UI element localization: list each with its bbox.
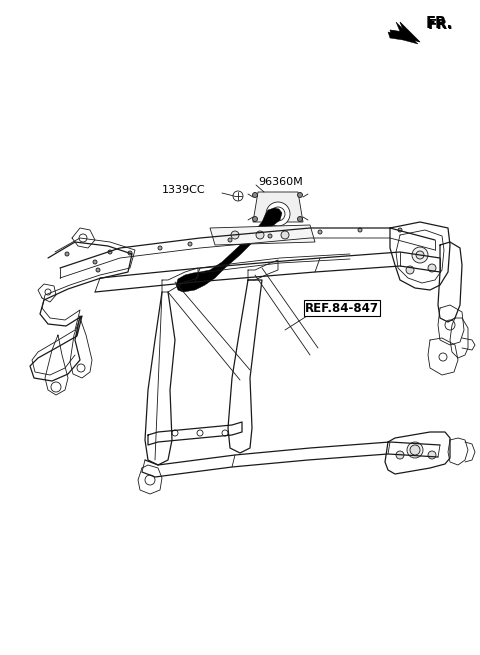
Circle shape bbox=[410, 445, 420, 455]
Circle shape bbox=[79, 234, 87, 242]
Circle shape bbox=[256, 231, 264, 239]
Circle shape bbox=[407, 442, 423, 458]
Text: FR.: FR. bbox=[428, 18, 454, 32]
Circle shape bbox=[96, 268, 100, 272]
Circle shape bbox=[108, 250, 112, 254]
Circle shape bbox=[252, 193, 257, 198]
Circle shape bbox=[77, 364, 85, 372]
Circle shape bbox=[197, 430, 203, 436]
Text: FR.: FR. bbox=[426, 16, 453, 31]
Circle shape bbox=[318, 230, 322, 234]
Circle shape bbox=[398, 228, 402, 232]
Circle shape bbox=[412, 247, 428, 263]
Circle shape bbox=[231, 231, 239, 239]
Circle shape bbox=[298, 217, 302, 221]
Polygon shape bbox=[253, 192, 303, 222]
Circle shape bbox=[228, 238, 232, 242]
Text: REF.84-847: REF.84-847 bbox=[305, 301, 379, 314]
Circle shape bbox=[406, 266, 414, 274]
Text: 96360M: 96360M bbox=[258, 177, 303, 187]
Circle shape bbox=[445, 320, 455, 330]
Circle shape bbox=[172, 430, 178, 436]
Circle shape bbox=[45, 289, 51, 295]
Polygon shape bbox=[210, 225, 315, 245]
Circle shape bbox=[268, 234, 272, 238]
Circle shape bbox=[188, 242, 192, 246]
Circle shape bbox=[358, 228, 362, 232]
Circle shape bbox=[416, 251, 424, 259]
Polygon shape bbox=[176, 208, 282, 292]
Circle shape bbox=[266, 202, 290, 226]
Circle shape bbox=[222, 430, 228, 436]
Circle shape bbox=[396, 451, 404, 459]
Circle shape bbox=[128, 251, 132, 255]
Circle shape bbox=[298, 193, 302, 198]
Circle shape bbox=[233, 191, 243, 201]
Circle shape bbox=[145, 475, 155, 485]
Circle shape bbox=[51, 382, 61, 392]
Circle shape bbox=[93, 260, 97, 264]
Text: 1339CC: 1339CC bbox=[162, 185, 205, 195]
Circle shape bbox=[439, 353, 447, 361]
Circle shape bbox=[428, 451, 436, 459]
Circle shape bbox=[428, 264, 436, 272]
Circle shape bbox=[252, 217, 257, 221]
Circle shape bbox=[65, 252, 69, 256]
Polygon shape bbox=[388, 22, 418, 44]
Polygon shape bbox=[390, 22, 420, 42]
Circle shape bbox=[281, 231, 289, 239]
Circle shape bbox=[158, 246, 162, 250]
